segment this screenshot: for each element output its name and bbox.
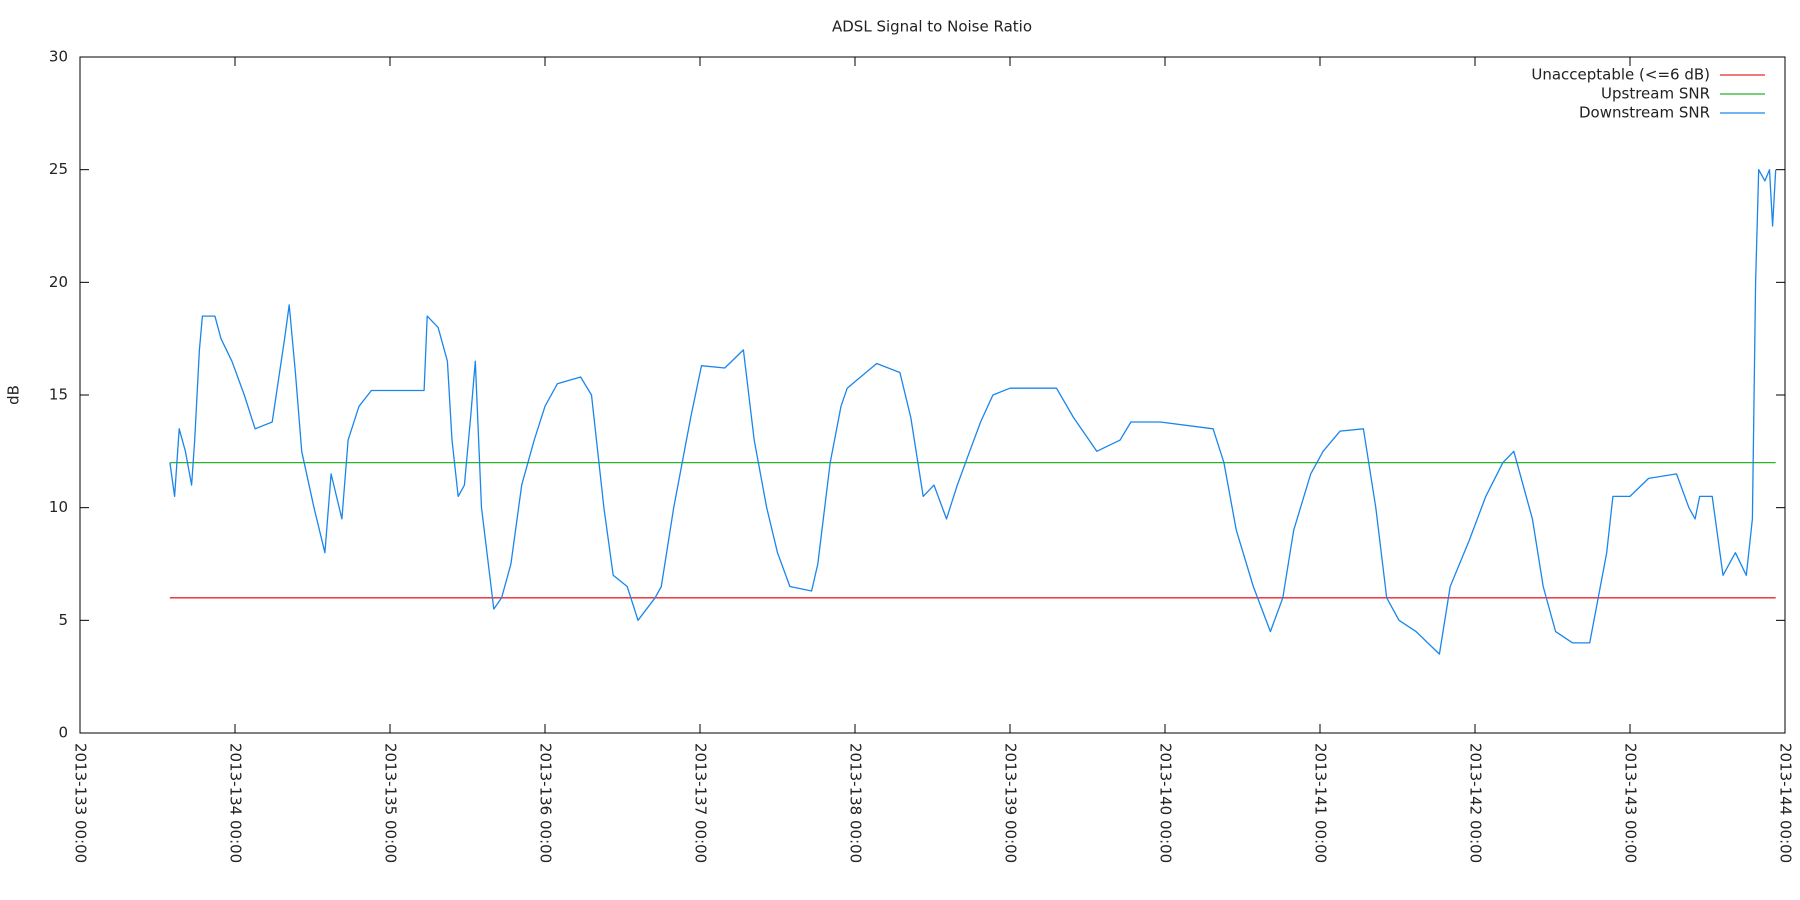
- legend-label: Upstream SNR: [1601, 85, 1710, 103]
- y-tick-label: 10: [49, 498, 68, 516]
- x-tick-label: 2013-139 00:00: [1002, 743, 1020, 863]
- y-axis-label: dB: [5, 385, 23, 405]
- y-tick-label: 20: [49, 273, 68, 291]
- x-tick-label: 2013-137 00:00: [692, 743, 710, 863]
- series-line: [169, 169, 1777, 655]
- chart-title: ADSL Signal to Noise Ratio: [832, 18, 1032, 36]
- x-tick-label: 2013-133 00:00: [72, 743, 90, 863]
- y-tick-label: 0: [58, 724, 68, 742]
- x-tick-label: 2013-135 00:00: [382, 743, 400, 863]
- y-tick-label: 30: [49, 48, 68, 66]
- x-tick-label: 2013-142 00:00: [1467, 743, 1485, 863]
- x-tick-label: 2013-138 00:00: [847, 743, 865, 863]
- x-tick-label: 2013-140 00:00: [1157, 743, 1175, 863]
- plot-border: [79, 56, 1786, 734]
- x-tick-label: 2013-136 00:00: [537, 743, 555, 863]
- x-tick-label: 2013-143 00:00: [1622, 743, 1640, 863]
- x-tick-label: 2013-144 00:00: [1777, 743, 1795, 863]
- y-tick-label: 5: [58, 611, 68, 629]
- y-tick-label: 15: [49, 386, 68, 404]
- x-tick-label: 2013-141 00:00: [1312, 743, 1330, 863]
- y-tick-label: 25: [49, 160, 68, 178]
- x-tick-label: 2013-134 00:00: [227, 743, 245, 863]
- legend-label: Downstream SNR: [1579, 104, 1710, 122]
- legend-label: Unacceptable (<=6 dB): [1531, 66, 1710, 84]
